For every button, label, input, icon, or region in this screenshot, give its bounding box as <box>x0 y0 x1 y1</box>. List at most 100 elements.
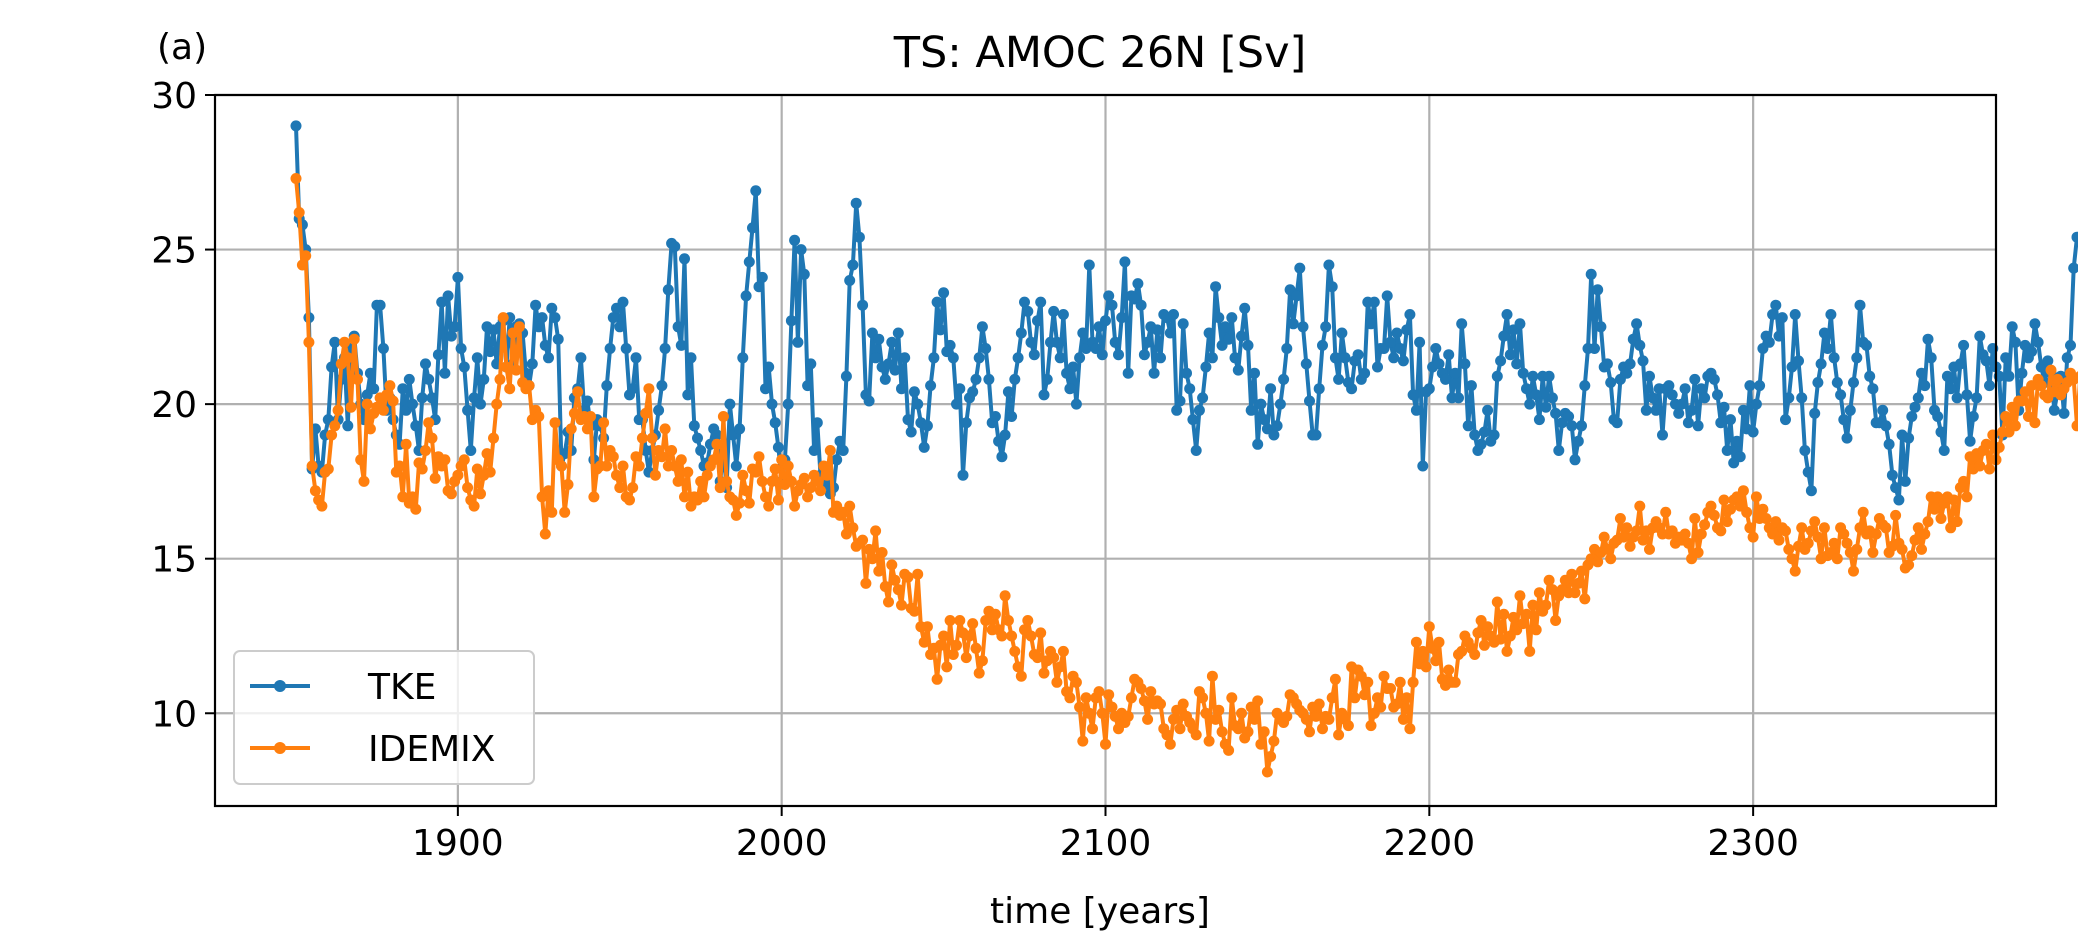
data-point <box>1051 336 1063 348</box>
data-point <box>675 339 687 351</box>
data-point <box>1035 627 1047 639</box>
data-point <box>1359 367 1371 379</box>
data-point <box>947 352 959 364</box>
data-point <box>2016 367 2028 379</box>
data-point <box>818 460 830 472</box>
data-point <box>1864 370 1876 382</box>
data-point <box>1064 692 1076 704</box>
data-point <box>1909 401 1921 413</box>
legend-marker <box>274 680 286 692</box>
data-point <box>1391 327 1403 339</box>
data-point <box>1621 522 1633 534</box>
data-point <box>358 475 370 487</box>
data-point <box>1880 522 1892 534</box>
data-point <box>374 299 386 311</box>
data-point <box>1057 309 1069 320</box>
data-point <box>1465 380 1477 392</box>
data-point <box>530 299 542 311</box>
data-point <box>1236 707 1247 719</box>
data-point <box>1844 404 1856 416</box>
data-point <box>1971 392 1983 404</box>
data-point <box>1682 417 1694 429</box>
data-point <box>1326 692 1338 704</box>
data-point <box>1109 336 1121 348</box>
data-point <box>2058 407 2070 419</box>
data-point <box>815 485 826 497</box>
legend: TKE IDEMIX <box>233 650 535 785</box>
data-point <box>1757 503 1769 515</box>
data-point <box>293 207 305 218</box>
data-point <box>1070 398 1082 410</box>
data-point <box>1278 373 1290 385</box>
data-point <box>1951 516 1963 528</box>
data-point <box>1012 661 1024 673</box>
data-point <box>685 352 697 364</box>
data-point <box>1145 686 1157 698</box>
data-point <box>740 290 752 302</box>
data-point <box>1569 454 1581 466</box>
data-point <box>1433 636 1445 648</box>
data-point <box>420 358 431 370</box>
data-point <box>1242 339 1254 351</box>
data-point <box>1138 349 1150 361</box>
data-point <box>1184 383 1196 395</box>
data-point <box>1867 547 1879 558</box>
data-point <box>1232 723 1244 735</box>
data-point <box>1216 726 1228 738</box>
data-point <box>760 383 771 395</box>
data-point <box>1945 383 1957 395</box>
data-point <box>445 488 457 500</box>
data-point <box>1249 713 1260 725</box>
data-point <box>996 630 1008 642</box>
data-point <box>740 485 752 497</box>
data-point <box>1385 336 1396 348</box>
data-point <box>1375 701 1387 713</box>
data-point <box>1252 695 1264 707</box>
data-point <box>552 333 564 345</box>
data-point <box>1271 420 1283 432</box>
data-point <box>1258 414 1270 426</box>
data-point <box>1495 633 1507 645</box>
data-point <box>1569 587 1581 599</box>
data-point <box>1320 321 1332 333</box>
data-point <box>1190 729 1202 741</box>
data-point <box>1148 367 1160 379</box>
data-point <box>1291 290 1303 302</box>
data-point <box>1925 352 1937 364</box>
data-point <box>1482 404 1494 416</box>
data-point <box>607 312 619 324</box>
data-point <box>1922 333 1934 345</box>
data-point <box>1077 735 1089 747</box>
data-point <box>300 250 312 262</box>
data-point <box>769 463 781 475</box>
data-point <box>452 271 464 283</box>
data-point <box>1650 404 1662 416</box>
data-point <box>455 343 467 354</box>
data-point <box>711 429 723 441</box>
data-point <box>1317 339 1328 351</box>
data-point <box>938 630 950 642</box>
data-point <box>1239 302 1251 314</box>
data-point <box>1495 355 1507 367</box>
data-point <box>896 383 907 395</box>
data-point <box>1329 352 1341 364</box>
data-point <box>1880 420 1892 432</box>
data-point <box>1851 543 1863 555</box>
data-point <box>1401 324 1413 336</box>
data-point <box>1705 500 1717 512</box>
data-point <box>481 448 493 460</box>
data-point <box>1725 503 1736 515</box>
data-point <box>1213 704 1225 716</box>
data-point <box>1805 485 1817 497</box>
data-point <box>1533 414 1545 426</box>
data-point <box>973 667 985 679</box>
y-tick-label: 15 <box>151 540 197 581</box>
data-point <box>1614 513 1626 524</box>
data-point <box>2000 352 2012 364</box>
data-point <box>772 441 784 453</box>
data-point <box>976 655 988 667</box>
data-point <box>1245 404 1257 416</box>
data-point <box>1517 367 1529 379</box>
data-point <box>662 284 674 296</box>
data-point <box>423 373 435 385</box>
